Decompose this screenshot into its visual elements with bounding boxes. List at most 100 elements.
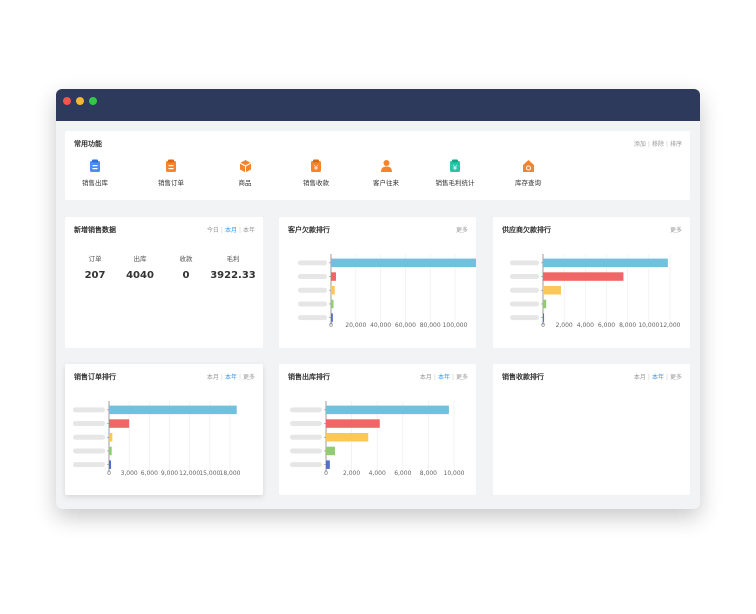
add-link[interactable]: 添加: [633, 141, 646, 148]
bar: [109, 446, 112, 456]
category-label-placeholder: [73, 407, 105, 413]
sales-order-icon: [166, 159, 176, 172]
category-label-placeholder: [290, 448, 322, 454]
minimize-dot-icon[interactable]: [76, 97, 84, 105]
customer-debt-card: 客户欠款排行 更多 0 20,000 40,000 60,000 80,000 100,0…: [279, 217, 476, 348]
bar: [331, 258, 476, 268]
svg-text:¥: ¥: [453, 164, 458, 172]
sales-data-links: 今日 | 本月 | 本年: [206, 227, 255, 234]
x-tick-label: 0: [541, 322, 545, 329]
category-label-placeholder: [298, 315, 327, 321]
stat-receipt: 收款 0: [161, 253, 211, 281]
function-inventory-query[interactable]: 库存查询: [493, 159, 563, 187]
more-link[interactable]: 更多: [669, 227, 682, 234]
today-link[interactable]: 今日: [206, 227, 219, 234]
x-tick-label: 3,000: [121, 470, 138, 477]
x-tick-label: 100,000: [443, 322, 468, 329]
x-tick-label: 15,000: [199, 470, 220, 477]
x-tick-label: 4,000: [577, 322, 594, 329]
this-month-link[interactable]: 本月: [633, 374, 646, 381]
this-year-link[interactable]: 本年: [224, 374, 237, 381]
sales-receipt-icon: ¥: [311, 159, 321, 172]
remove-link[interactable]: 移除: [651, 141, 664, 148]
function-profit-stats[interactable]: ¥ 销售毛利统计: [420, 159, 490, 187]
more-link[interactable]: 更多: [455, 227, 468, 234]
more-link[interactable]: 更多: [242, 374, 255, 381]
common-functions-card: 常用功能 添加 | 移除 | 排序 销售出库 销售订单: [65, 131, 690, 200]
bar: [326, 460, 330, 469]
x-tick-label: 2,000: [343, 470, 360, 477]
sort-link[interactable]: 排序: [669, 141, 682, 148]
more-link[interactable]: 更多: [669, 374, 682, 381]
stat-label: 收款: [179, 255, 193, 263]
product-box-icon: [239, 160, 251, 173]
dashboard: 常用功能 添加 | 移除 | 排序 销售出库 销售订单: [56, 121, 700, 509]
stat-value: 3922.33: [210, 270, 256, 281]
function-label: 销售收款: [303, 179, 329, 187]
x-tick-label: 0: [329, 322, 333, 329]
sales-data-card: 新增销售数据 今日 | 本月 | 本年 订单 207 出库 4040 收款 0 毛利 3…: [65, 217, 263, 348]
bar: [543, 286, 561, 295]
stat-label: 订单: [88, 255, 102, 263]
this-month-link[interactable]: 本月: [206, 374, 219, 381]
function-sales-receipt[interactable]: ¥ 销售收款: [281, 159, 351, 187]
stat-value: 4040: [126, 270, 154, 281]
function-sales-order[interactable]: 销售订单: [136, 159, 206, 187]
this-year-link[interactable]: 本年: [242, 227, 255, 234]
title-bar: [56, 89, 700, 121]
bar: [331, 286, 335, 295]
function-label: 商品: [238, 179, 252, 187]
more-link[interactable]: 更多: [455, 374, 468, 381]
x-tick-label: 2,000: [556, 322, 573, 329]
this-year-link[interactable]: 本年: [437, 374, 450, 381]
sales-order-rank-chart: 0 3,000 6,000 9,000 12,000 15,000 18,000: [73, 401, 241, 477]
category-label-placeholder: [510, 287, 539, 293]
maximize-dot-icon[interactable]: [89, 97, 97, 105]
bar: [326, 433, 369, 442]
sales-receipt-rank-title: 销售收款排行: [502, 373, 544, 381]
common-functions-title: 常用功能: [74, 140, 102, 148]
category-label-placeholder: [298, 301, 327, 307]
supplier-debt-card: 供应商欠款排行 更多 0 2,000 4,000 6,000 8,000 10,000 12…: [493, 217, 690, 348]
x-tick-label: 10,000: [638, 322, 659, 329]
this-year-link[interactable]: 本年: [651, 374, 664, 381]
category-label-placeholder: [290, 421, 322, 427]
category-label-placeholder: [510, 315, 539, 321]
sales-data-title: 新增销售数据: [74, 226, 116, 234]
close-dot-icon[interactable]: [63, 97, 71, 105]
category-label-placeholder: [290, 462, 322, 468]
category-label-placeholder: [298, 287, 327, 293]
x-tick-label: 10,000: [444, 470, 465, 477]
bar: [109, 405, 237, 415]
stat-profit: 毛利 3922.33: [208, 253, 258, 281]
function-sales-outbound[interactable]: 销售出库: [60, 159, 130, 187]
sales-outbound-rank-title: 销售出库排行: [288, 373, 330, 381]
sales-outbound-icon: [90, 159, 100, 172]
this-month-link[interactable]: 本月: [224, 227, 237, 234]
x-tick-label: 8,000: [619, 322, 636, 329]
sales-order-rank-title: 销售订单排行: [74, 373, 116, 381]
bar: [543, 313, 545, 322]
x-tick-label: 20,000: [345, 322, 366, 329]
bar: [331, 272, 336, 281]
bar: [331, 299, 334, 309]
sales-order-rank-card: 销售订单排行 本月 | 本年 | 更多 0 3,000 6,000 9,000 12,000 15…: [65, 364, 263, 495]
category-label-placeholder: [290, 434, 322, 440]
category-label-placeholder: [510, 260, 539, 266]
sales-receipt-rank-links: 本月 | 本年 | 更多: [633, 374, 682, 381]
this-month-link[interactable]: 本月: [419, 374, 432, 381]
function-label: 销售订单: [158, 179, 184, 187]
bar: [109, 433, 113, 442]
x-tick-label: 18,000: [220, 470, 241, 477]
category-label-placeholder: [298, 260, 327, 266]
function-customer[interactable]: 客户往来: [351, 159, 421, 187]
category-label-placeholder: [298, 274, 327, 280]
x-tick-label: 40,000: [370, 322, 391, 329]
category-label-placeholder: [510, 301, 539, 307]
common-functions-links: 添加 | 移除 | 排序: [633, 141, 682, 148]
function-product[interactable]: 商品: [210, 159, 280, 187]
category-label-placeholder: [290, 407, 322, 413]
stat-label: 出库: [133, 255, 147, 263]
customer-debt-links: 更多: [456, 225, 468, 234]
customer-icon: [380, 160, 392, 172]
